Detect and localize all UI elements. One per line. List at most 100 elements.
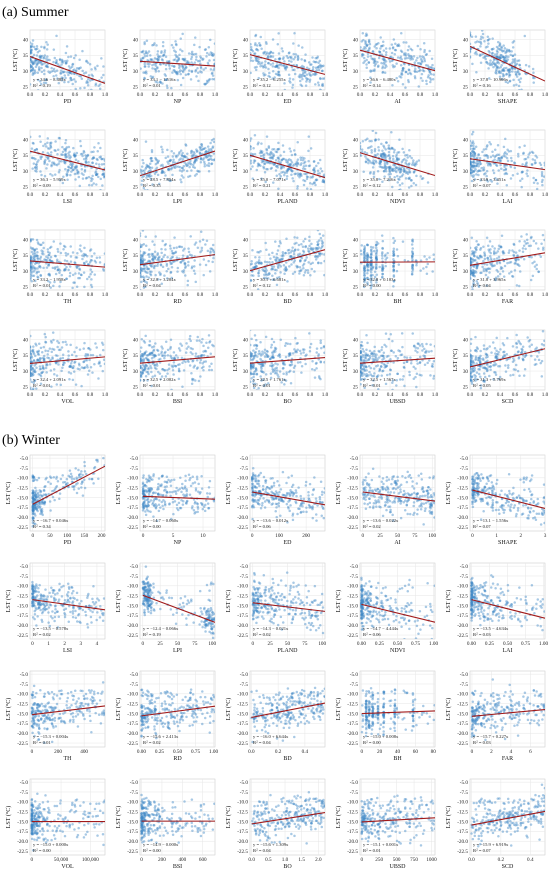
data-point (140, 371, 144, 374)
data-point (478, 156, 482, 160)
data-point (71, 168, 75, 172)
data-point (102, 269, 105, 272)
data-point (78, 66, 81, 70)
data-point (161, 265, 165, 269)
data-point (38, 367, 42, 371)
data-point (321, 84, 325, 87)
data-point (373, 59, 377, 63)
x-axis-label: BSI (173, 399, 182, 405)
data-point (482, 168, 486, 171)
data-point (144, 167, 147, 170)
data-point (61, 353, 65, 356)
y-tick-label: 35 (463, 253, 469, 259)
data-point (268, 52, 272, 55)
data-point (184, 144, 188, 147)
data-point (495, 55, 498, 59)
data-point (514, 70, 517, 74)
data-point (283, 268, 286, 271)
data-point (36, 267, 39, 270)
data-point (202, 157, 206, 160)
data-point (155, 44, 158, 47)
data-point (500, 155, 504, 159)
y-tick-label: 30 (353, 269, 359, 275)
data-point (364, 34, 368, 37)
x-tick-label: 0.8 (417, 92, 424, 98)
data-point (182, 271, 185, 274)
data-point (315, 164, 318, 168)
y-axis-label: LST (°C) (342, 249, 349, 271)
data-point (140, 261, 142, 265)
data-point (364, 160, 368, 163)
data-point (185, 164, 189, 168)
y-tick-label: 40 (243, 137, 249, 143)
y-tick-label: 25 (243, 85, 249, 91)
data-point (368, 172, 372, 175)
data-point (470, 31, 472, 34)
data-point (507, 55, 510, 59)
data-point (103, 362, 105, 366)
data-point (37, 342, 41, 346)
data-point (182, 176, 185, 179)
data-point (282, 166, 286, 169)
data-point (253, 52, 256, 56)
x-tick-label: 0.4 (167, 192, 174, 198)
data-point (252, 349, 255, 352)
data-point (474, 168, 477, 171)
data-point (534, 178, 538, 182)
data-point (49, 143, 52, 147)
data-point (301, 73, 305, 76)
data-point (494, 71, 497, 74)
data-point (513, 161, 516, 164)
data-point (30, 370, 32, 374)
data-point (372, 162, 376, 166)
data-point (394, 42, 397, 46)
data-point (404, 86, 407, 89)
data-point (280, 158, 283, 162)
data-point (40, 252, 44, 255)
data-point (30, 246, 33, 249)
data-point (368, 146, 371, 149)
data-point (161, 354, 164, 358)
data-point (64, 149, 67, 153)
data-point (388, 47, 392, 50)
data-point (265, 51, 269, 54)
data-point (103, 174, 105, 178)
data-point (75, 265, 78, 268)
data-point (202, 68, 205, 71)
data-point (47, 264, 51, 267)
data-point (88, 358, 91, 362)
data-point (259, 250, 262, 253)
y-axis-label: LST (°C) (12, 349, 19, 371)
data-point (474, 164, 478, 168)
data-point (504, 59, 507, 63)
data-point (190, 50, 194, 54)
data-point (259, 154, 263, 158)
r-squared-label: R2 = 0.19 (33, 82, 51, 88)
data-point (72, 365, 75, 368)
y-tick-label: 25 (243, 285, 249, 291)
data-point (32, 53, 36, 57)
data-point (495, 164, 499, 168)
data-point (293, 56, 297, 59)
data-point (294, 336, 297, 340)
data-point (66, 178, 69, 182)
data-point (73, 360, 77, 364)
data-point (181, 49, 184, 53)
data-point (383, 66, 387, 69)
data-point (482, 56, 485, 59)
data-point (140, 170, 143, 174)
regression-equation: y = 32.4 + 2.091x (33, 377, 66, 382)
y-tick-label: 35 (353, 253, 359, 259)
data-point (160, 251, 163, 255)
data-point (191, 165, 195, 169)
data-point (274, 58, 277, 61)
data-point (144, 50, 148, 53)
data-point (530, 163, 534, 166)
data-point (140, 243, 144, 247)
data-point (200, 249, 204, 252)
data-point (176, 78, 180, 82)
y-tick-label: 40 (23, 37, 29, 43)
data-point (87, 74, 91, 77)
data-point (482, 172, 486, 176)
